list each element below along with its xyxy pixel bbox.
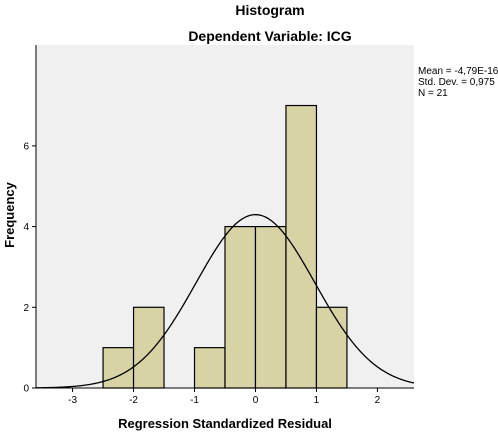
y-tick-label: 0 bbox=[23, 384, 29, 395]
histogram-bar bbox=[193, 347, 226, 389]
y-axis-title: Frequency bbox=[2, 181, 17, 248]
x-tick-label: -1 bbox=[190, 395, 199, 406]
histogram-bar bbox=[254, 225, 287, 389]
y-ticks-group: 0 2 4 6 bbox=[23, 141, 36, 395]
y-tick-label: 2 bbox=[23, 303, 29, 314]
histogram-bar bbox=[102, 347, 135, 389]
normal-curve bbox=[35, 213, 415, 389]
x-tick-label: -3 bbox=[68, 395, 77, 406]
stats-n: N = 21 bbox=[418, 88, 448, 99]
x-tick-label: 1 bbox=[314, 395, 320, 406]
x-ticks-group: -3 -2 -1 0 1 2 bbox=[68, 388, 381, 406]
x-tick-label: 0 bbox=[253, 395, 259, 406]
histogram-bar bbox=[132, 306, 165, 389]
stats-mean: Mean = -4,79E-16 bbox=[418, 66, 498, 77]
y-tick-label: 6 bbox=[23, 141, 29, 152]
stats-std-dev: Std. Dev. = 0,975 bbox=[418, 77, 495, 88]
bars-group bbox=[102, 104, 348, 389]
x-tick-label: -2 bbox=[129, 395, 138, 406]
chart-title: Histogram bbox=[235, 2, 304, 18]
chart-subtitle: Dependent Variable: ICG bbox=[188, 28, 351, 44]
x-axis-title: Regression Standardized Residual bbox=[118, 416, 332, 431]
stats-box: Mean = -4,79E-16 Std. Dev. = 0,975 N = 2… bbox=[418, 66, 498, 99]
x-tick-label: 2 bbox=[375, 395, 381, 406]
histogram-bar bbox=[315, 306, 348, 389]
histogram-bar bbox=[285, 104, 318, 389]
histogram-bar bbox=[224, 225, 257, 389]
y-tick-label: 4 bbox=[23, 222, 29, 233]
